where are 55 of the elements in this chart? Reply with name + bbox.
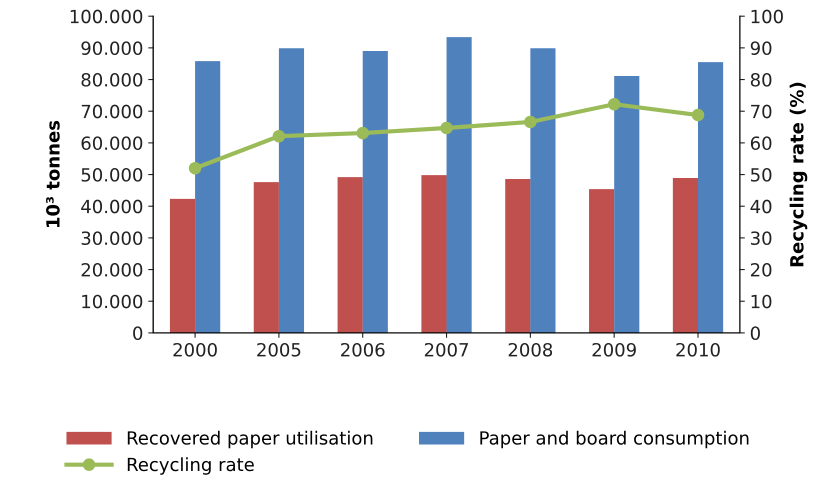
bar [338, 177, 363, 333]
y-tick-label: 80.000 [81, 73, 142, 87]
y2-tick-label: 80 [750, 73, 772, 87]
point [440, 122, 453, 134]
y2-tick-label: 30 [751, 231, 772, 246]
legend-label: Recovered paper utilisation [128, 430, 372, 448]
point [692, 108, 704, 122]
bar [530, 48, 556, 333]
y-tick-label: 20.000 [82, 263, 142, 277]
x-tick-label: 2005 [257, 342, 300, 357]
point [272, 130, 286, 142]
y-tick-label: 40.000 [81, 200, 142, 214]
bar [362, 51, 388, 333]
x-tick-label: 2006 [341, 342, 385, 357]
y2-tick-label: 20 [750, 263, 772, 277]
point [356, 126, 369, 140]
y2-tick-label: 50 [751, 168, 772, 182]
legend-label: Paper and board consumption [480, 430, 748, 448]
y-tick-label: 10.000 [82, 294, 142, 308]
y-tick-label: 30.000 [82, 231, 142, 246]
legend-label: Recycling rate [128, 457, 254, 475]
bar [698, 62, 724, 333]
point [608, 98, 620, 110]
y2-tick-label: 0 [750, 326, 760, 340]
x-tick-label: 2008 [508, 342, 552, 357]
x-tick-label: 2000 [173, 342, 217, 357]
y-tick-label: 70.000 [82, 104, 142, 118]
bar [672, 178, 698, 333]
x-tick-label: 2007 [424, 342, 468, 357]
bar [195, 61, 220, 333]
y2-tick-label: 90 [750, 41, 772, 55]
bar [170, 198, 196, 333]
y-axis-title: 10³ tonnes [46, 120, 60, 228]
y-tick-label: 90.000 [81, 41, 142, 55]
bar [278, 48, 304, 333]
bar [505, 178, 530, 333]
x-tick-label: 2009 [592, 342, 636, 357]
y2-tick-label: 100 [752, 10, 783, 24]
y-tick-label: 0 [133, 326, 142, 340]
y2-tick-label: 60 [750, 136, 772, 150]
bar [446, 37, 472, 333]
point [188, 162, 202, 174]
bar [589, 189, 614, 333]
x-tick-label: 2010 [676, 342, 720, 357]
bar [421, 175, 447, 333]
point [524, 116, 537, 128]
bar [614, 76, 640, 333]
y2-tick-label: 40 [750, 200, 772, 214]
y2-tick-label: 70 [751, 104, 772, 118]
y2-tick-label: 10 [752, 294, 772, 308]
bar [254, 182, 279, 333]
y-tick-label: 100.000 [70, 10, 142, 24]
y-tick-label: 50.000 [82, 168, 142, 182]
y2-axis-title: Recycling rate (%) [790, 82, 808, 266]
y-tick-label: 60.000 [82, 136, 142, 150]
